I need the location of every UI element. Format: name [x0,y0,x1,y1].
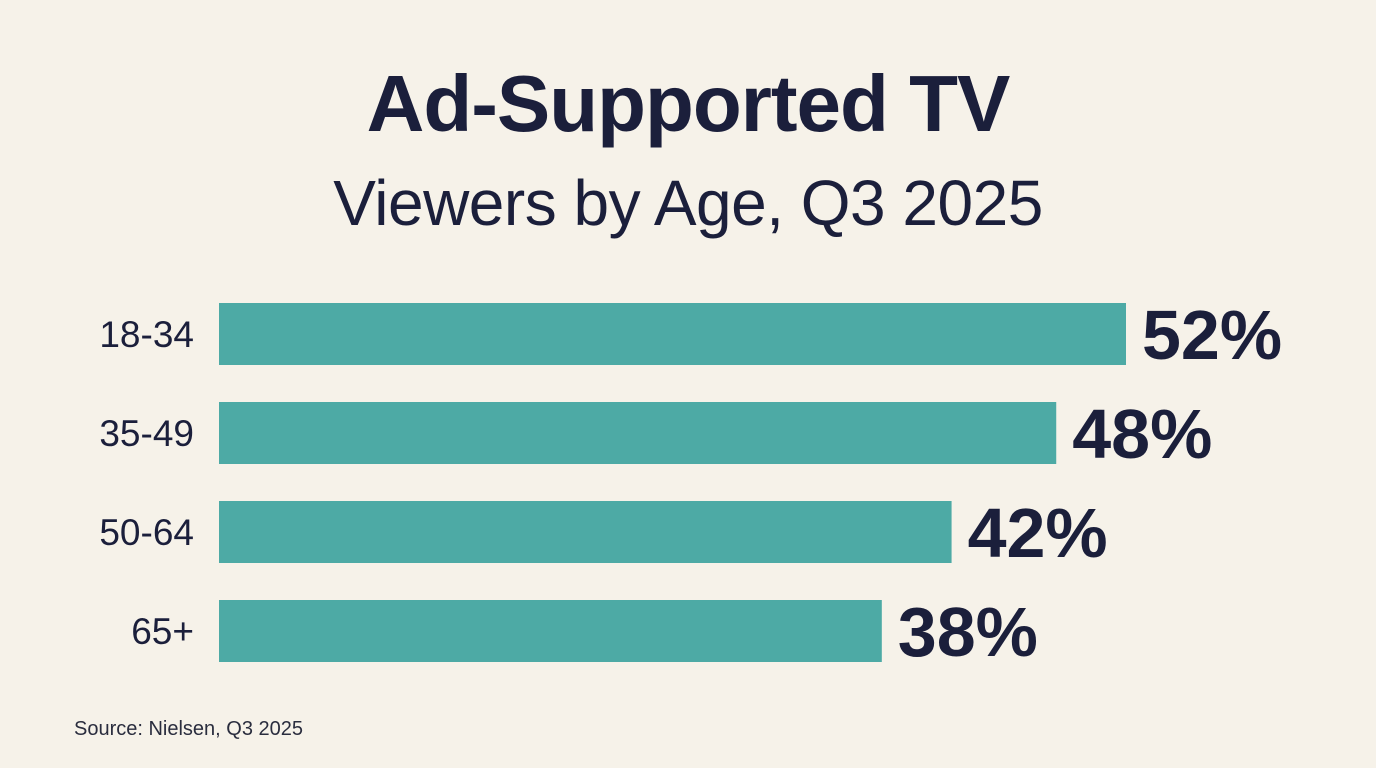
value-label: 48% [1072,395,1212,473]
bar-18-34 [219,303,1126,365]
category-label: 65+ [131,611,194,652]
bar-35-49 [219,402,1057,464]
category-label: 35-49 [99,413,194,454]
source-note: Source: Nielsen, Q3 2025 [74,718,304,740]
bar-65+ [219,600,882,662]
chart-subtitle: Viewers by Age, Q3 2025 [333,167,1043,239]
category-label: 18-34 [99,314,194,355]
value-label: 42% [968,494,1108,572]
value-label: 52% [1142,296,1282,374]
category-label: 50-64 [99,512,194,553]
value-label: 38% [898,593,1038,671]
chart-title: Ad-Supported TV [366,59,1011,148]
bar-50-64 [219,501,952,563]
